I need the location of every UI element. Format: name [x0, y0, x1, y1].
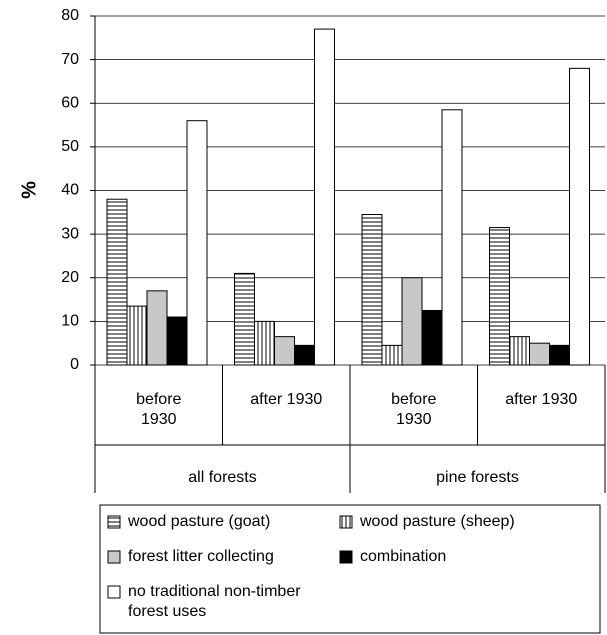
y-tick-label: 30	[61, 225, 79, 242]
bar	[186, 120, 208, 366]
x-tick-label: after 1930	[250, 391, 323, 408]
y-tick-label: 80	[61, 7, 79, 24]
bar	[421, 309, 443, 366]
bar	[234, 272, 255, 366]
bar	[106, 198, 128, 366]
legend-label: wood pasture (goat)	[128, 513, 271, 530]
y-tick-label: 10	[61, 313, 79, 330]
legend-swatch	[339, 550, 353, 564]
bar	[569, 67, 590, 366]
legend-label: wood pasture (sheep)	[360, 513, 515, 530]
x-tick-label: before 1930	[136, 391, 182, 428]
bar	[401, 277, 423, 366]
group-label: all forests	[188, 469, 257, 486]
bar	[254, 320, 275, 366]
y-axis-label: %	[18, 181, 40, 199]
bar	[126, 305, 148, 366]
bar	[294, 344, 315, 366]
legend-box	[99, 504, 601, 634]
bar	[509, 336, 530, 366]
legend-label: forest litter collecting	[128, 548, 274, 565]
legend-label: combination	[360, 548, 447, 565]
bar	[166, 316, 188, 366]
y-tick-label: 20	[61, 269, 79, 286]
bar	[314, 28, 335, 366]
bar	[274, 336, 295, 366]
y-tick-label: 50	[61, 138, 79, 155]
y-tick-label: 70	[61, 51, 79, 68]
bar	[489, 227, 510, 366]
legend-swatch	[107, 585, 121, 599]
y-tick-label: 60	[61, 94, 79, 111]
group-label: pine forests	[436, 469, 519, 486]
bar	[361, 213, 383, 366]
legend-swatch	[107, 550, 121, 564]
y-tick-label: 0	[70, 356, 79, 373]
x-tick-label: after 1930	[505, 391, 578, 408]
legend-swatch	[107, 515, 121, 529]
bar	[529, 342, 550, 366]
bar	[441, 109, 463, 366]
bar	[381, 344, 403, 366]
bar	[146, 290, 168, 366]
bar	[549, 344, 570, 366]
legend-swatch	[339, 515, 353, 529]
y-tick-label: 40	[61, 182, 79, 199]
legend-label: no traditional non-timber forest uses	[128, 583, 301, 620]
x-tick-label: before 1930	[391, 391, 437, 428]
